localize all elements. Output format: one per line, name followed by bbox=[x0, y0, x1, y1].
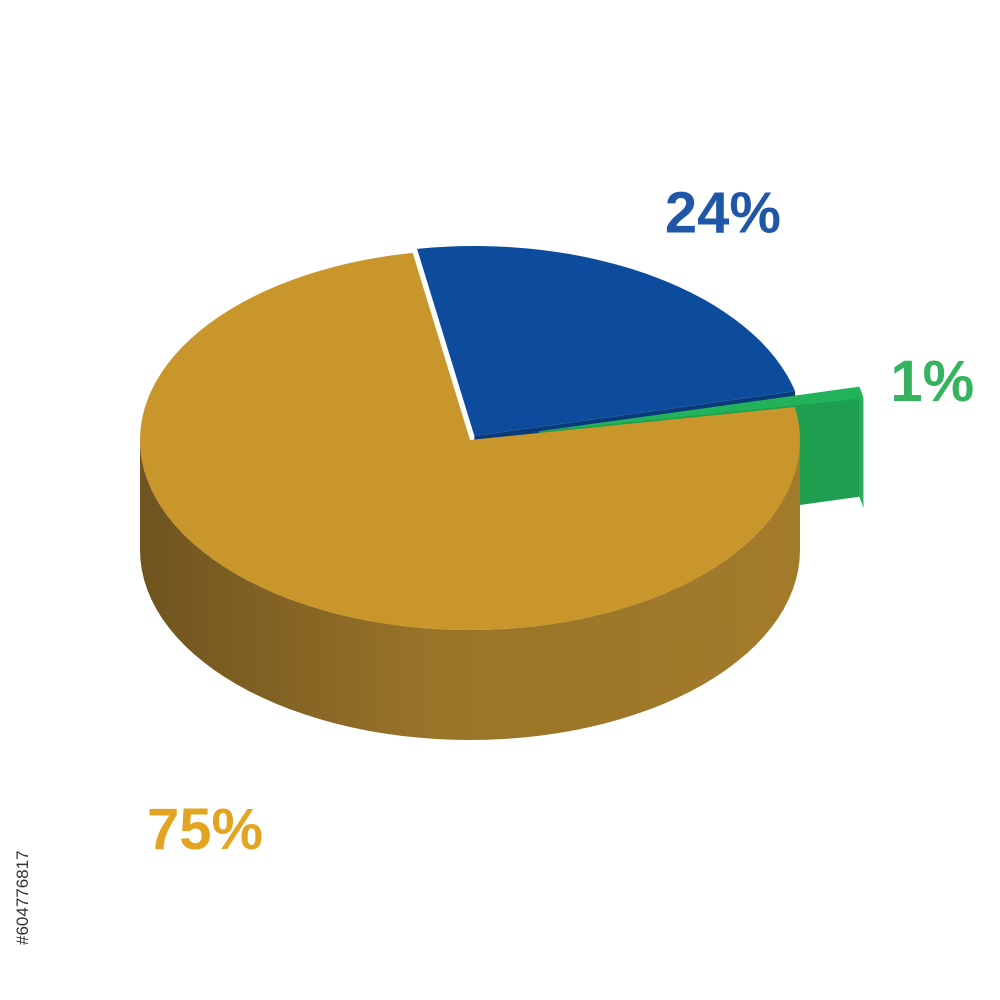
value-label: 1% bbox=[890, 349, 974, 414]
value-label: 75% bbox=[147, 797, 263, 862]
value-label: 24% bbox=[665, 181, 781, 246]
pie bbox=[140, 245, 864, 740]
slice-side bbox=[859, 386, 864, 509]
slice bbox=[417, 245, 796, 436]
slice bbox=[140, 252, 801, 630]
slice-side bbox=[140, 440, 800, 740]
slice bbox=[538, 386, 864, 432]
stock-id: #604776817 bbox=[13, 850, 32, 945]
